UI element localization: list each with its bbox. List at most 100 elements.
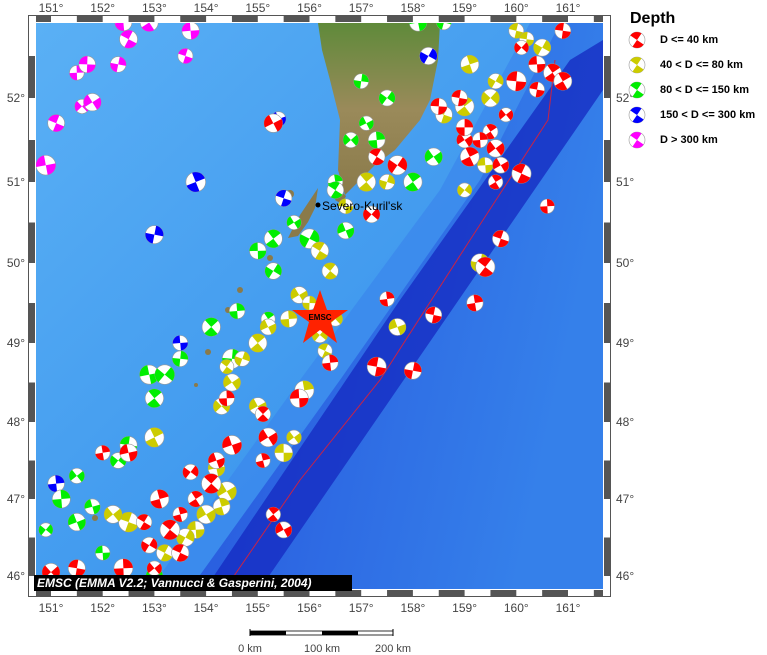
earthquake-beachball [255,452,271,469]
lon-tick-label: 155° [245,1,270,15]
earthquake-beachball [342,131,359,149]
earthquake-beachball [67,559,86,578]
earthquake-beachball [289,388,309,408]
lon-tick-label: 161° [556,1,581,15]
earthquake-beachball [430,97,448,115]
legend-title: Depth [630,10,676,27]
earthquake-beachball [36,155,56,176]
legend-item: D > 300 km [628,127,755,153]
earthquake-beachball [139,23,159,32]
beachball-icon [628,31,646,49]
earthquake-beachball [110,56,127,73]
legend-label: 150 < D <= 300 km [660,109,756,121]
lon-tick-label: 160° [504,601,529,615]
lat-tick-label: 47° [7,492,25,506]
earthquake-beachball [488,174,504,190]
lat-tick-label: 52° [7,91,25,105]
earthquake-beachball [275,189,293,207]
earthquake-beachball [67,513,86,532]
lon-tick-label: 160° [504,1,529,15]
earthquake-beachball [84,498,101,515]
earthquake-beachball [358,115,374,131]
earthquake-beachball [182,463,199,481]
plate-boundary [224,59,556,589]
earthquake-beachball [144,427,165,448]
earthquake-beachball [486,139,505,158]
earthquake-beachball [234,350,251,367]
earthquake-beachball [229,302,246,320]
earthquake-beachball [482,123,499,140]
earthquake-beachball [409,23,428,32]
earthquake-beachball [221,435,242,456]
earthquake-beachball [466,294,484,312]
earthquake-beachball [149,489,170,509]
lon-tick-label: 153° [142,1,167,15]
lon-tick-label: 161° [556,601,581,615]
earthquake-beachball [218,390,235,407]
earthquake-beachball [135,513,153,531]
earthquake-beachball [118,511,139,533]
earthquake-beachball [181,23,200,40]
kamchatka-land [318,23,440,195]
earthquake-beachball [119,29,138,49]
attribution: EMSC (EMMA V2.2; Vannucci & Gasperini, 2… [37,576,312,590]
earthquake-beachball [249,242,267,260]
earthquake-beachball [114,23,133,32]
legend-label: D > 300 km [660,134,718,146]
lat-tick-label: 51° [7,175,25,189]
epicenter-star [292,290,348,343]
lon-tick-label: 154° [194,1,219,15]
lat-tick-label: 51° [616,175,634,189]
legend-item: 40 < D <= 80 km [628,52,755,78]
earthquake-beachball [353,73,369,89]
island [92,515,98,521]
lon-tick-label: 159° [452,1,477,15]
earthquake-beachball [362,205,381,224]
lat-tick-label: 47° [616,492,634,506]
earthquake-beachball [506,71,527,92]
earthquake-beachball [436,23,452,31]
lat-tick-label: 46° [616,569,634,583]
earthquake-beachball [140,536,158,554]
earthquake-beachball [219,359,235,375]
lon-tick-label: 155° [245,601,270,615]
earthquake-beachball [254,406,271,423]
beachball-icon [628,131,646,149]
earthquake-beachball [419,47,438,65]
earthquake-beachball [356,172,377,192]
earthquake-beachball [554,23,572,40]
lon-tick-label: 156° [297,601,322,615]
earthquake-beachball [337,198,354,215]
earthquake-beachball [388,318,407,336]
lon-tick-label: 153° [142,601,167,615]
earthquake-beachball [310,241,330,261]
earthquake-beachball [424,147,443,166]
earthquake-beachball [263,229,283,249]
earthquake-beachball [539,198,555,214]
earthquake-beachball [172,506,188,523]
earthquake-beachball [47,114,65,132]
earthquake-beachball [103,505,123,524]
earthquake-beachball [172,350,189,367]
lon-tick-label: 151° [39,601,64,615]
earthquake-beachball [275,521,293,539]
earthquake-beachball [38,522,54,538]
earthquake-beachball [321,262,339,280]
earthquake-beachball [177,48,194,64]
earthquake-beachball [533,38,552,57]
scale-bar [249,629,394,636]
earthquake-beachball [154,364,175,385]
lon-tick-label: 156° [297,1,322,15]
earthquake-beachball [176,528,195,547]
beachball-icon [628,81,646,99]
earthquake-beachball [159,519,181,540]
earthquake-beachball [514,40,529,56]
earthquake-beachball [403,361,422,380]
earthquake-beachball [477,157,494,174]
scale-label-100: 100 km [303,643,341,655]
earthquake-beachball [201,317,221,337]
scale-label-0: 0 km [238,643,262,655]
lon-tick-label: 154° [194,601,219,615]
earthquake-beachball [475,256,496,278]
